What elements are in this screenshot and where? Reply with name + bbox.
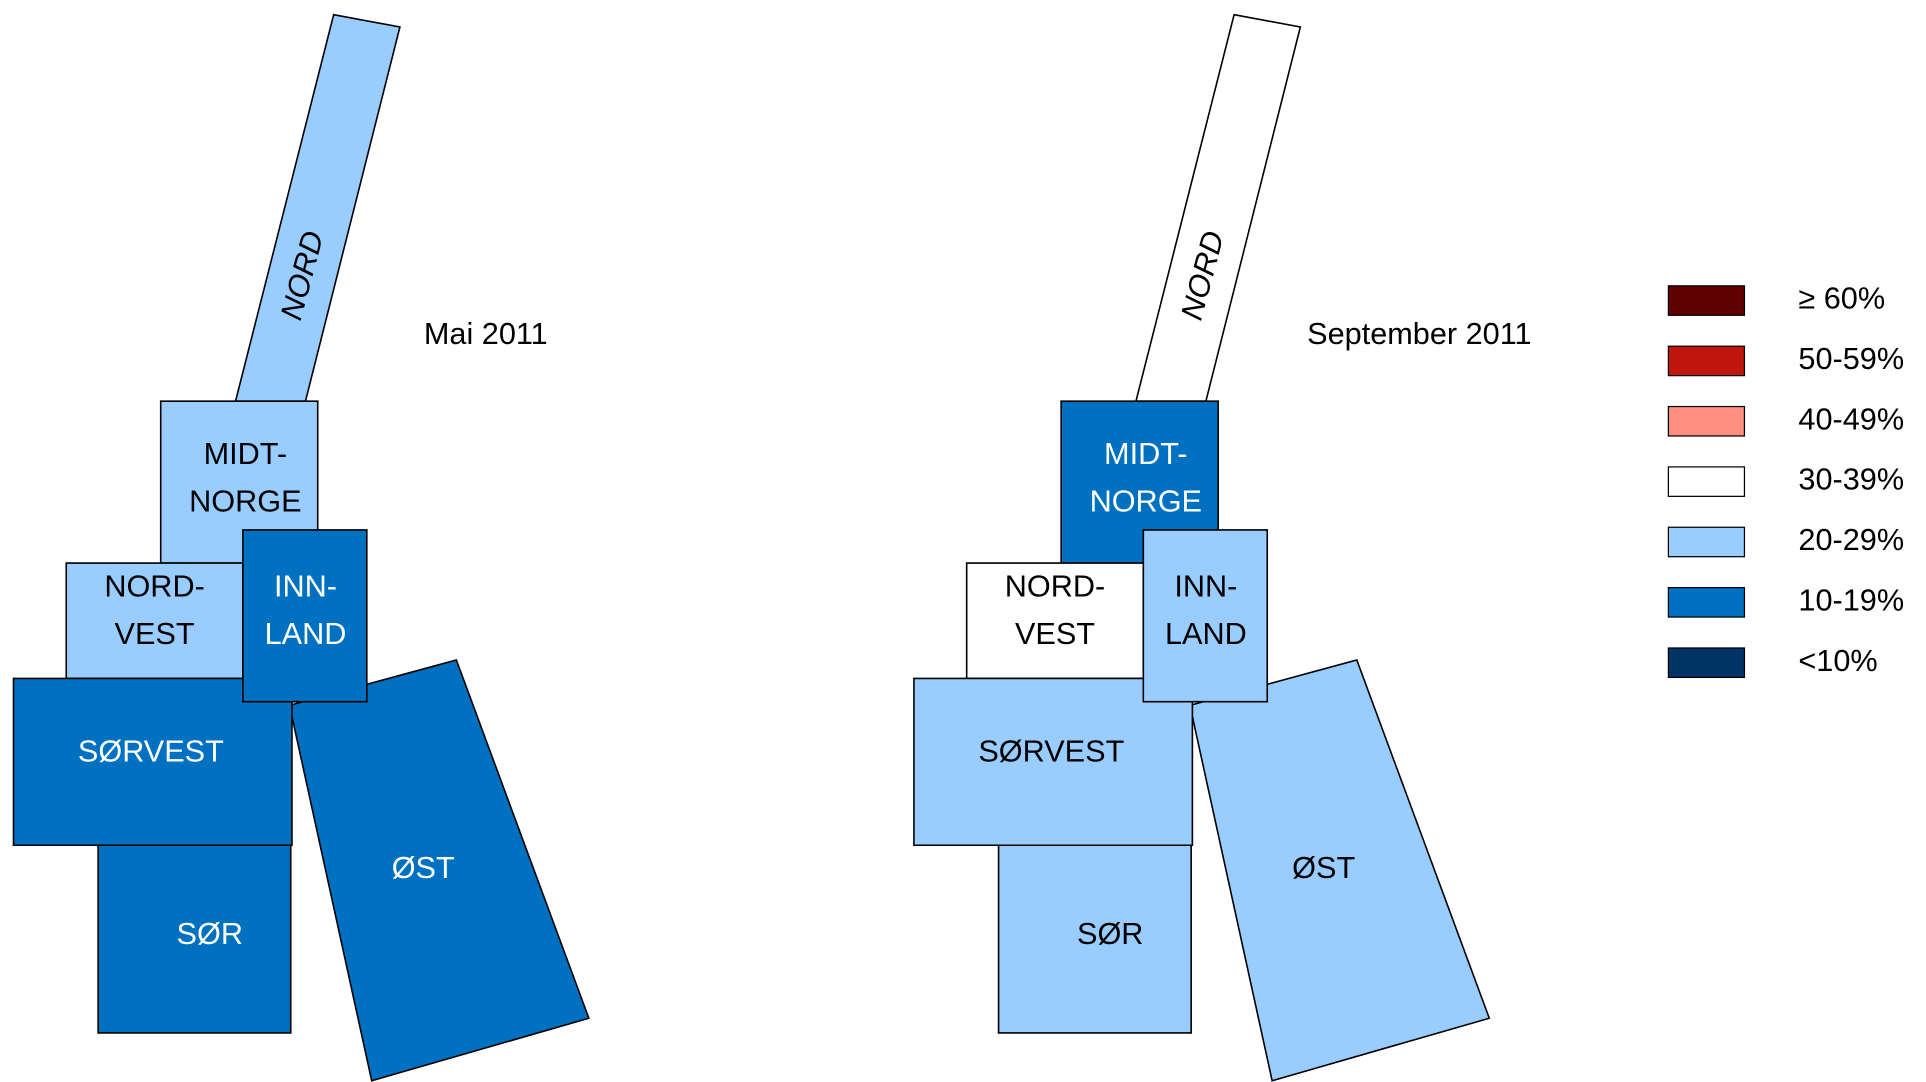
map-panel: NORDMIDT-NORGENORD-VESTØSTSØRVESTSØRINN-… <box>12 13 590 1082</box>
region-label: NORGE <box>189 485 301 519</box>
region-label: MIDT- <box>204 437 287 471</box>
region <box>913 677 1194 847</box>
legend-label: 20-29% <box>1798 523 1904 557</box>
legend-label: 40-49% <box>1798 402 1904 436</box>
region-label: INN- <box>274 569 337 603</box>
region-label: SØR <box>177 917 243 951</box>
region <box>288 659 590 1082</box>
region-label: LAND <box>1165 617 1247 651</box>
legend-label: 30-39% <box>1798 463 1904 497</box>
region-label: NORD- <box>1005 569 1105 603</box>
legend-swatch <box>1667 526 1746 558</box>
region <box>97 844 292 1034</box>
region-label: SØR <box>1077 917 1143 951</box>
region-label: ØST <box>392 851 455 885</box>
region <box>12 677 293 847</box>
region-label: NORGE <box>1090 485 1202 519</box>
region-label: MIDT- <box>1104 437 1187 471</box>
region <box>242 529 368 703</box>
legend-label: ≥ 60% <box>1798 282 1885 316</box>
map-title: September 2011 <box>1307 317 1531 351</box>
map-panel: NORDMIDT-NORGENORD-VESTØSTSØRVESTSØRINN-… <box>913 13 1491 1082</box>
region <box>1189 659 1491 1082</box>
region <box>234 13 401 402</box>
legend-label: 10-19% <box>1798 583 1904 617</box>
legend-swatch <box>1667 405 1746 437</box>
region-label: VEST <box>115 617 195 651</box>
region-label: INN- <box>1174 569 1237 603</box>
region-label: SØRVEST <box>78 734 224 768</box>
region-label: LAND <box>265 617 347 651</box>
region-label: SØRVEST <box>978 734 1124 768</box>
legend-swatch <box>1667 466 1746 497</box>
map-title: Mai 2011 <box>424 317 548 351</box>
region-label: VEST <box>1015 617 1095 651</box>
legend-label: 50-59% <box>1798 342 1904 376</box>
legend-label: <10% <box>1798 644 1877 678</box>
legend-swatch <box>1667 285 1746 316</box>
region-label: NORD- <box>104 569 204 603</box>
region-label: ØST <box>1292 851 1355 885</box>
region <box>997 844 1192 1034</box>
region <box>1142 529 1269 703</box>
legend-swatch <box>1667 647 1746 679</box>
legend-swatch <box>1667 345 1746 377</box>
region <box>1134 13 1302 402</box>
legend-swatch <box>1667 587 1746 618</box>
